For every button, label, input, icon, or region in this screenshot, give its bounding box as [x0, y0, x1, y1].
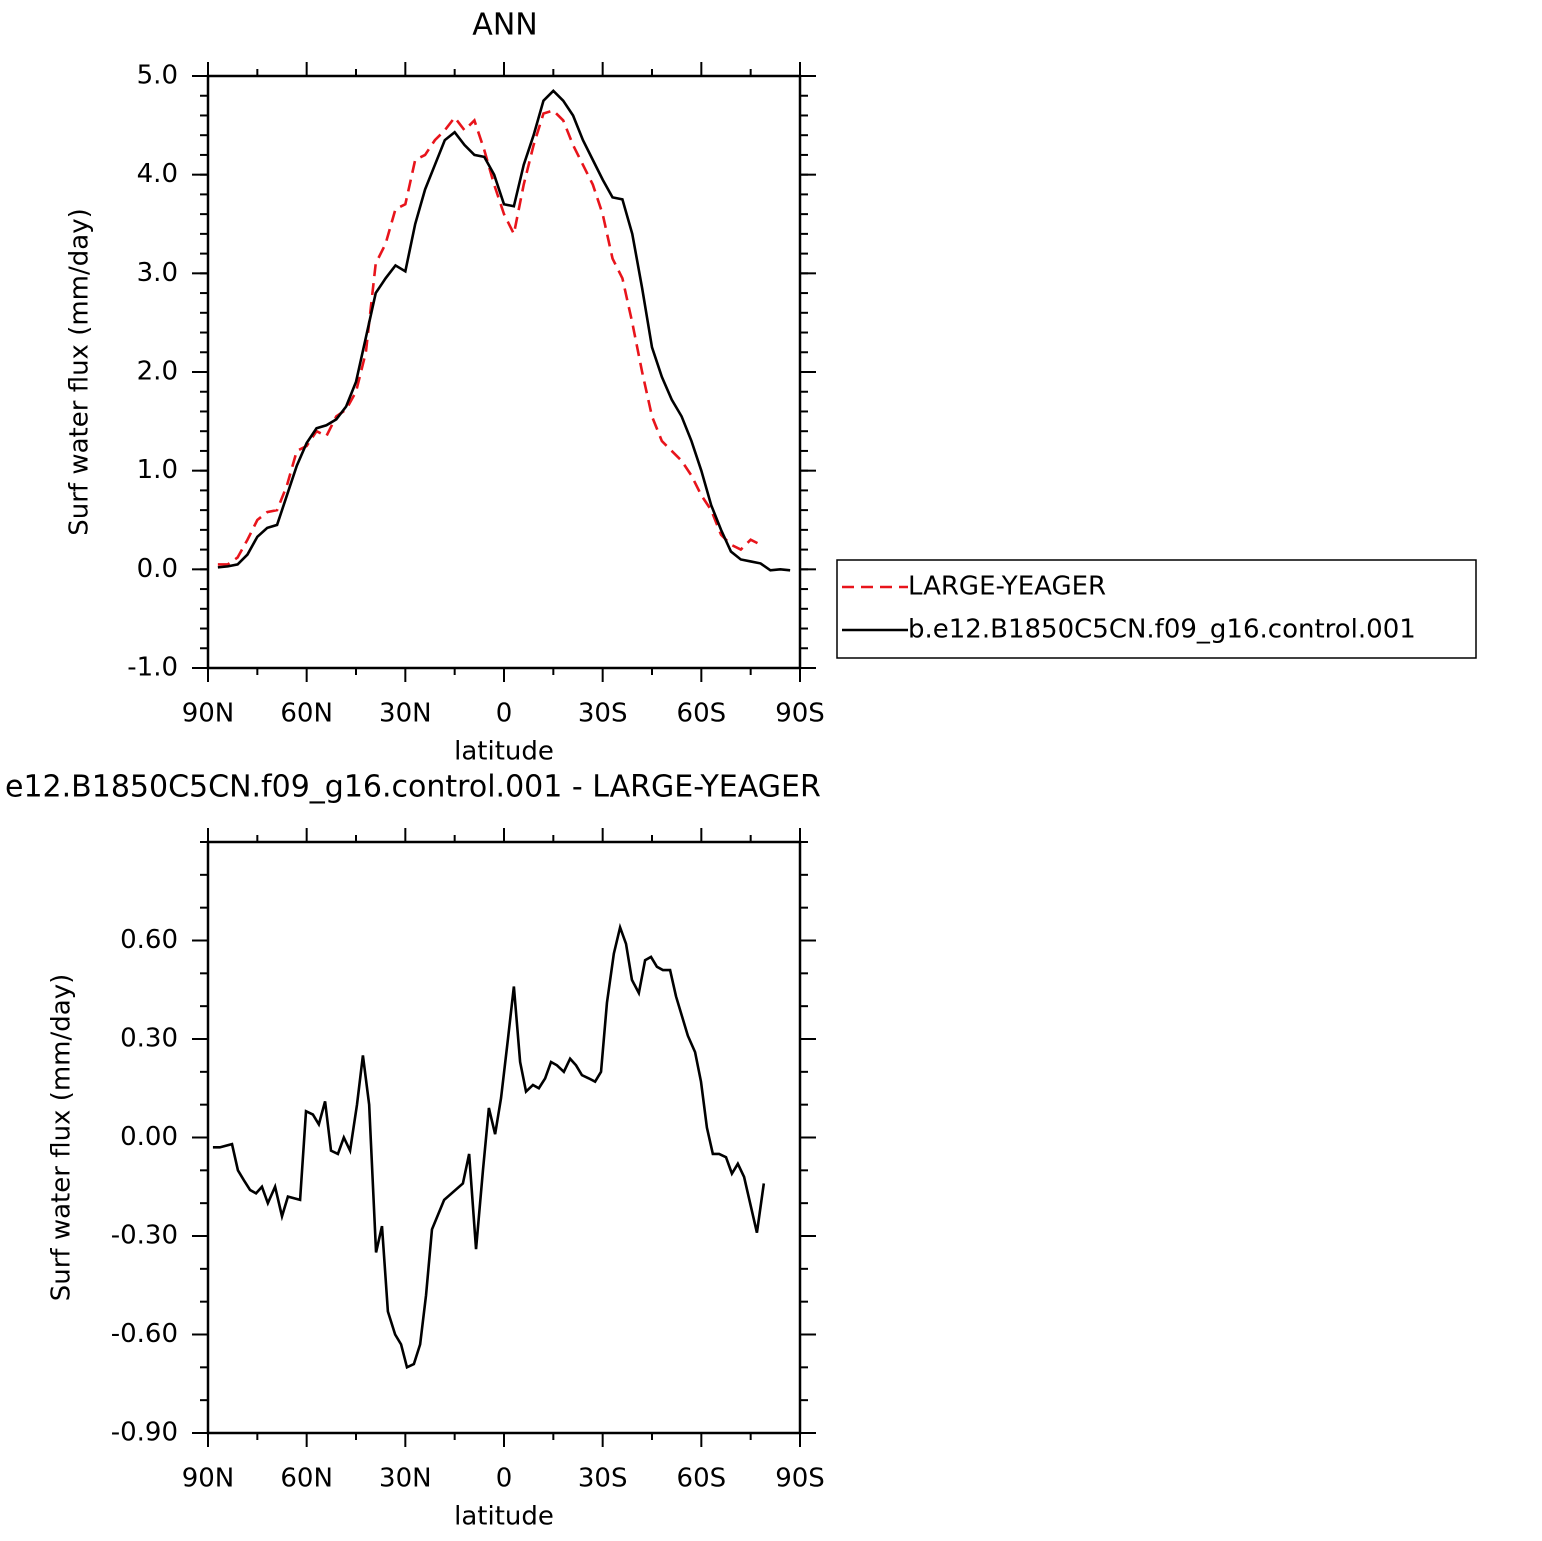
x-tick-label: 60N [280, 1464, 333, 1494]
legend-label: LARGE-YEAGER [908, 572, 1106, 602]
chart-panel: e12.B1850C5CN.f09_g16.control.001 - LARG… [5, 770, 825, 1532]
data-line [217, 109, 762, 566]
y-tick-label: -0.30 [111, 1221, 178, 1251]
y-tick-label: -1.0 [127, 653, 178, 683]
plot-frame [206, 840, 802, 1435]
plot-frame [206, 74, 802, 670]
y-tick-label: -0.90 [111, 1418, 178, 1448]
x-tick-label: 60N [280, 699, 333, 729]
y-tick-label: 0.30 [120, 1024, 178, 1054]
x-tick-label: 0 [496, 699, 513, 729]
x-tick-label: 30S [578, 699, 628, 729]
x-tick-label: 90N [182, 699, 235, 729]
chart-title: ANN [472, 8, 537, 43]
x-tick-label: 30N [379, 699, 432, 729]
legend-label: b.e12.B1850C5CN.f09_g16.control.001 [908, 615, 1416, 645]
y-tick-label: -0.60 [111, 1319, 178, 1349]
x-tick-label: 0 [496, 1464, 513, 1494]
x-tick-label: 90S [775, 699, 825, 729]
y-tick-label: 0.0 [137, 554, 178, 584]
x-tick-label: 90S [775, 1464, 825, 1494]
chart-panel: ANN latitude Surf water flux (mm/day) 90N 60… [65, 8, 1477, 767]
y-tick-label: 2.0 [137, 357, 178, 387]
x-tick-label: 60S [677, 1464, 727, 1494]
data-line [217, 88, 791, 572]
y-tick-label: 0.60 [120, 925, 178, 955]
chart-title: e12.B1850C5CN.f09_g16.control.001 - LARG… [5, 770, 821, 805]
y-tick-label: 0.00 [120, 1122, 178, 1152]
y-axis-label: Surf water flux (mm/day) [65, 208, 95, 535]
y-tick-label: 5.0 [137, 61, 178, 91]
x-axis-label: latitude [454, 737, 554, 767]
y-tick-label: 1.0 [137, 455, 178, 485]
y-axis-label: Surf water flux (mm/day) [47, 974, 77, 1301]
x-tick-label: 60S [677, 699, 727, 729]
legend-box [836, 559, 1477, 659]
x-tick-label: 30N [379, 1464, 432, 1494]
x-tick-label: 90N [182, 1464, 235, 1494]
y-tick-label: 3.0 [137, 258, 178, 288]
y-tick-label: 4.0 [137, 159, 178, 189]
x-tick-label: 30S [578, 1464, 628, 1494]
x-axis-label: latitude [454, 1502, 554, 1532]
data-line [212, 922, 766, 1370]
